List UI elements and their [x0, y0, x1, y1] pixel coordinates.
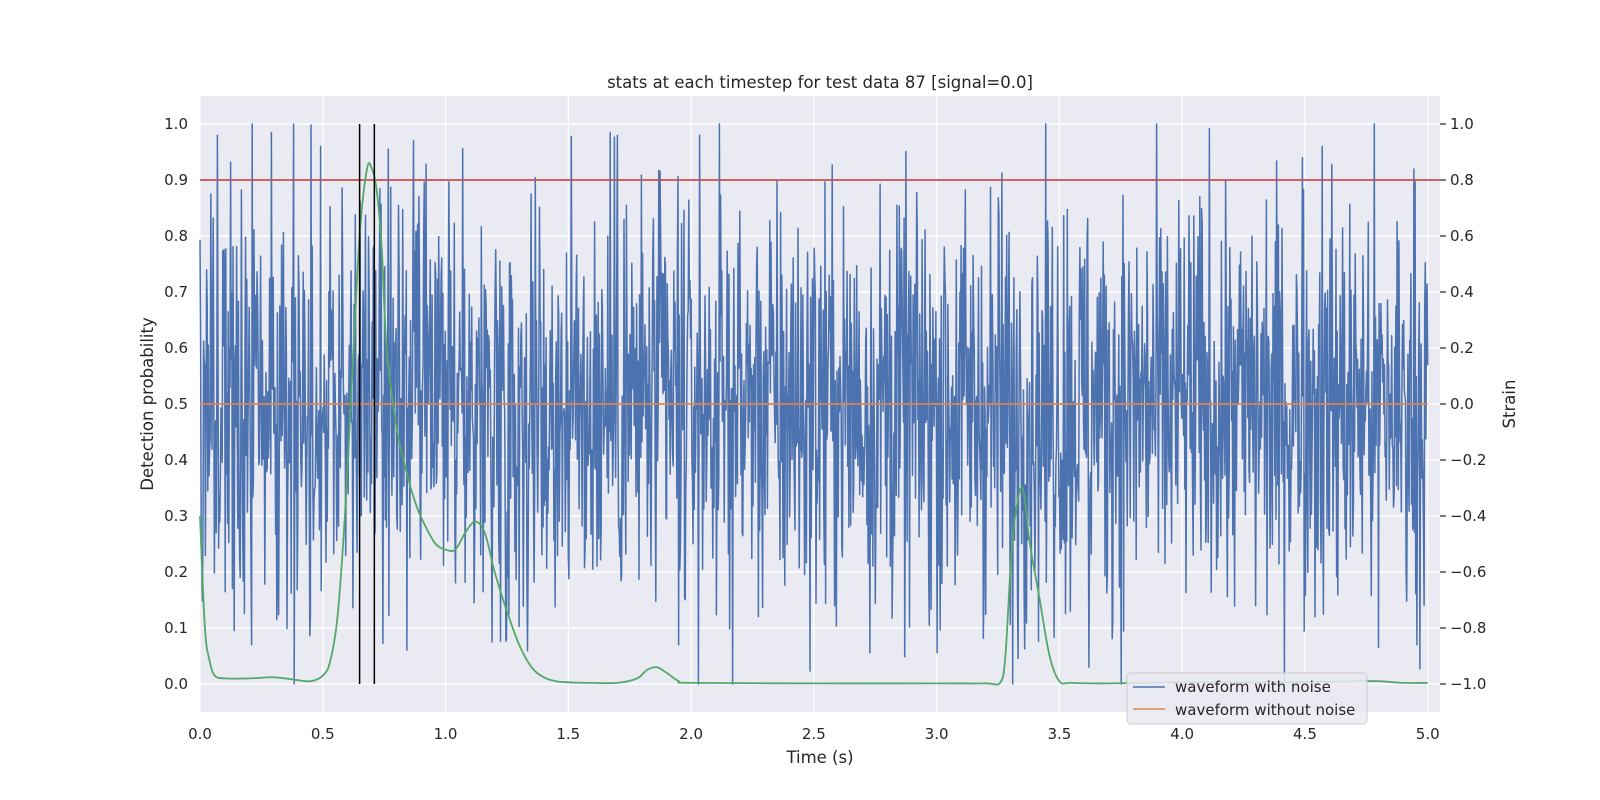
y-right-axis-label: Strain: [1500, 380, 1519, 429]
y-left-tick-label: 0.0: [164, 675, 188, 693]
y-left-tick-label: 0.4: [164, 451, 188, 469]
y-left-axis-label: Detection probability: [138, 317, 157, 491]
x-tick-label: 0.0: [188, 725, 212, 743]
x-tick-label: 5.0: [1416, 725, 1440, 743]
y-left-tick-label: 0.3: [164, 507, 188, 525]
legend-label-clean: waveform without noise: [1175, 701, 1355, 719]
y-left-ticks: 0.0 0.1 0.2 0.3 0.4 0.5 0.6 0.7 0.8 0.9 1.0: [164, 115, 188, 693]
x-tick-label: 0.5: [311, 725, 335, 743]
x-axis-label: Time (s): [785, 748, 853, 767]
y-left-tick-label: 0.2: [164, 563, 188, 581]
y-right-tick-label: −0.6: [1450, 563, 1486, 581]
y-right-tick-label: 0.8: [1450, 171, 1474, 189]
y-right-tick-label: 0.6: [1450, 227, 1474, 245]
x-tick-label: 2.5: [802, 725, 826, 743]
x-tick-label: 1.5: [556, 725, 580, 743]
y-right-tick-label: −0.8: [1450, 619, 1486, 637]
y-left-tick-label: 0.8: [164, 227, 188, 245]
y-left-tick-label: 0.5: [164, 395, 188, 413]
y-right-tick-label: 0.4: [1450, 283, 1474, 301]
y-left-tick-label: 0.1: [164, 619, 188, 637]
legend-frame: [1126, 672, 1368, 725]
x-tick-label: 2.0: [679, 725, 703, 743]
series-detection-probability: [199, 162, 1428, 686]
x-tick-label: 4.5: [1293, 725, 1317, 743]
detection-probability-line: [199, 162, 1428, 686]
x-tick-label: 4.0: [1170, 725, 1194, 743]
y-left-tick-label: 0.7: [164, 283, 188, 301]
x-tick-label: 3.5: [1047, 725, 1071, 743]
x-ticks: 0.0 0.5 1.0 1.5 2.0 2.5 3.0 3.5 4.0 4.5 5.0: [188, 725, 1440, 743]
y-right-tick-label: 0.0: [1450, 395, 1474, 413]
y-right-tick-label: 1.0: [1450, 115, 1474, 133]
event-markers: [358, 124, 376, 684]
y-right-tick-label: −1.0: [1450, 675, 1486, 693]
series-waveform-with-noise: [199, 123, 1429, 685]
chart-title: stats at each timestep for test data 87 …: [607, 73, 1033, 92]
x-tick-label: 1.0: [434, 725, 458, 743]
y-right-tick-label: 0.2: [1450, 339, 1474, 357]
x-tick-label: 3.0: [925, 725, 949, 743]
legend-label-noise: waveform with noise: [1175, 678, 1331, 696]
y-left-tick-label: 0.6: [164, 339, 188, 357]
y-right-tick-label: −0.2: [1450, 451, 1486, 469]
legend: waveform with noise waveform without noi…: [1126, 672, 1368, 725]
waveform-with-noise-line: [199, 123, 1429, 685]
y-left-tick-label: 0.9: [164, 171, 188, 189]
y-left-tick-label: 1.0: [164, 115, 188, 133]
y-right-ticks: −1.0 −0.8 −0.6 −0.4 −0.2 0.0 0.2 0.4 0.6 0.8 1.0: [1440, 115, 1486, 693]
y-right-tick-label: −0.4: [1450, 507, 1486, 525]
